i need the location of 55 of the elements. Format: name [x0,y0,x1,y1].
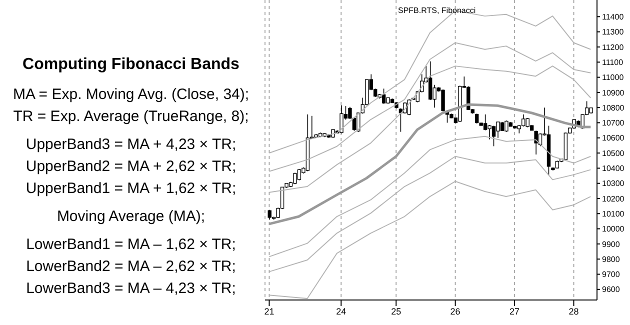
candlestick [488,124,492,140]
y-tick-label: 9800 [602,254,620,264]
candlestick [268,209,272,220]
candlestick [496,122,500,138]
x-tick-label: 24 [336,306,346,316]
x-tick-label: 25 [391,306,402,316]
y-tick-label: 11200 [602,42,624,52]
y-tick-label: 11100 [602,58,624,67]
candlestick [526,118,530,128]
line-series [268,103,592,226]
candlestick [297,168,302,181]
text: LowerBand1 = MA – 1,62 × TR; [25,235,237,255]
y-tick-label: 10700 [602,118,625,128]
text: UpperBand3 = MA + 4,23 × TR; [24,135,238,155]
y-tick-label: 10400 [602,164,625,174]
text: Moving Average (MA); [56,207,206,227]
text: UpperBand1 = MA + 1,62 × TR; [24,179,238,199]
candlestick [492,125,496,147]
text: TR = Exp. Average (TrueRange, 8); [12,107,250,127]
candlestick [522,114,526,127]
candlestick [483,114,488,131]
y-tick-label: 11400 [602,12,624,22]
y-tick-label: 10300 [602,179,625,188]
y-tick-label: 10800 [602,103,625,112]
y-tick-label: 10600 [602,134,625,143]
y-tick-label: 10100 [602,209,625,218]
y-tick-label: 10900 [602,88,625,98]
y-tick-label: 11300 [602,28,624,37]
y-tick-label: 9600 [602,285,620,294]
text: SPFB.RTS, Fibonacci [398,6,476,15]
candlestick [356,112,360,132]
y-tick-label: 9700 [602,270,620,280]
x-tick-label: 26 [450,306,460,316]
text: MA = Exp. Moving Avg. (Close, 34); [12,85,250,105]
y-tick-label: 10200 [602,194,625,204]
y-tick-label: 11000 [602,73,624,82]
candlestick [534,130,538,155]
candlestick [382,88,386,104]
candlestick [293,172,297,184]
y-tick-label: 10500 [602,148,625,158]
x-tick-label: 27 [510,306,520,316]
text: LowerBand2 = MA – 2,62 × TR; [25,257,237,277]
candlestick [428,60,432,100]
y-tick-label: 9900 [602,240,620,249]
candlestick [504,120,508,132]
text: UpperBand2 = MA + 2,62 × TR; [24,157,238,177]
candlestick [441,88,445,112]
x-tick-label: 28 [568,306,579,316]
candlestick [348,106,352,120]
candlestick [475,113,479,124]
candlestick [340,104,344,134]
y-tick-label: 10000 [602,224,625,234]
text: Computing Fibonacci Bands [22,56,240,74]
x-tick-label: 21 [264,306,274,316]
text: LowerBand3 = MA – 4,23 × TR; [25,279,237,299]
